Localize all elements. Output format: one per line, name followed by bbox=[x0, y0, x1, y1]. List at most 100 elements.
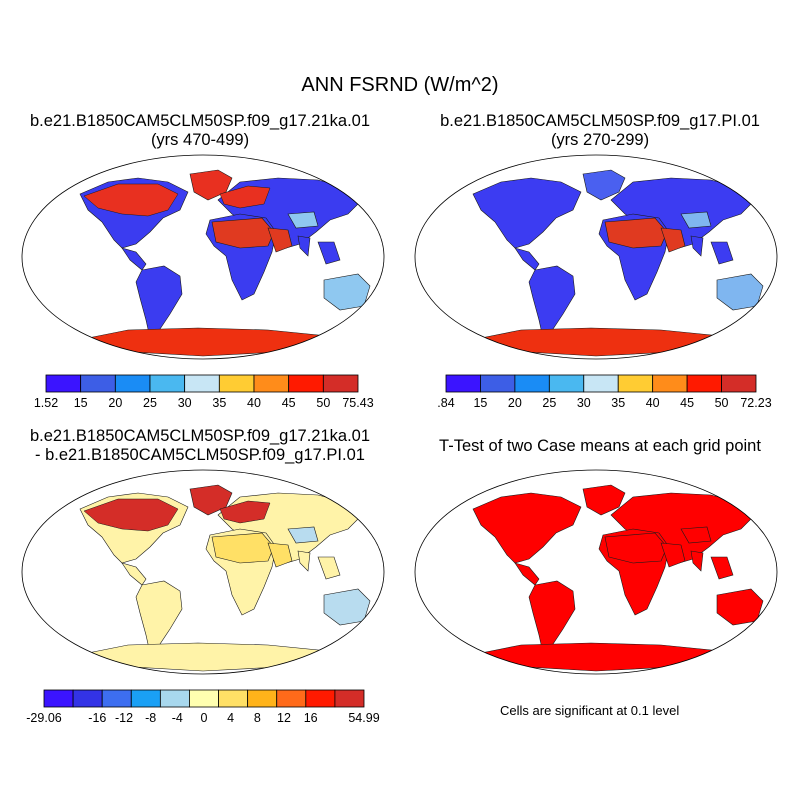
map-outline bbox=[414, 469, 778, 675]
figure-title: ANN FSRND (W/m^2) bbox=[301, 74, 499, 96]
colorbar-swatch bbox=[288, 374, 324, 393]
colorbar-swatch bbox=[721, 374, 757, 393]
india-region bbox=[690, 235, 704, 257]
colorbar-swatch bbox=[617, 374, 654, 393]
colorbar-tick-label: 8 bbox=[253, 711, 261, 725]
difference-title-line1: b.e21.B1850CAM5CLM50SP.f09_g17.21ka.01 bbox=[29, 427, 371, 445]
colorbar-tick-label: 40 bbox=[247, 396, 261, 410]
colorbar-swatch bbox=[149, 374, 186, 393]
colorbar-swatch bbox=[334, 689, 365, 708]
colorbar-swatch bbox=[253, 374, 290, 393]
map-outline bbox=[21, 469, 385, 675]
ice-sheet-anomaly bbox=[83, 183, 179, 217]
colorbar-swatch bbox=[159, 689, 190, 708]
colorbar-tick-label: -12 bbox=[114, 711, 134, 725]
india-region bbox=[297, 235, 311, 257]
colorbar-swatch bbox=[72, 689, 103, 708]
colorbar-tick-label: 75.43 bbox=[342, 396, 374, 410]
greenland-region bbox=[582, 169, 626, 201]
test-case-colorbar: 1.52 15 20 25 30 35 40 45 50 75.43 bbox=[34, 374, 374, 410]
colorbar-tick-label: 72.23 bbox=[740, 396, 772, 410]
antarctica-region bbox=[480, 642, 722, 672]
india-region bbox=[297, 550, 311, 572]
greenland-region bbox=[582, 484, 626, 516]
map-outline bbox=[21, 154, 385, 360]
colorbar-tick-label: 50 bbox=[316, 396, 331, 410]
control-case-title-line1: b.e21.B1850CAM5CLM50SP.f09_g17.PI.01 bbox=[440, 112, 760, 130]
colorbar-swatch bbox=[305, 689, 336, 708]
colorbar-swatch bbox=[548, 374, 585, 393]
colorbar-tick-label: 30 bbox=[177, 396, 192, 410]
central-america-region bbox=[514, 562, 540, 586]
sahara-region bbox=[604, 532, 668, 564]
difference-map bbox=[18, 467, 388, 677]
difference-map-svg bbox=[21, 469, 385, 675]
colorbar-tick-label: 20 bbox=[108, 396, 123, 410]
colorbar-swatch bbox=[276, 689, 307, 708]
difference-colorbar: -29.06 -16 -12 -8 -4 0 4 8 12 16 54.99 bbox=[26, 689, 380, 725]
colorbar-swatch bbox=[114, 374, 151, 393]
north-america-region bbox=[472, 177, 582, 249]
ttest-map bbox=[411, 467, 781, 677]
ttest-map-svg bbox=[414, 469, 778, 675]
colorbar-swatch bbox=[652, 374, 688, 393]
sahara-region bbox=[211, 532, 275, 564]
colorbar-swatch bbox=[189, 689, 219, 708]
test-case-map bbox=[18, 152, 388, 362]
se-asia-region bbox=[710, 241, 734, 265]
test-case-title: b.e21.B1850CAM5CLM50SP.f09_g17.21ka.01 (… bbox=[0, 112, 400, 150]
colorbar-tick-label: -4 bbox=[171, 711, 183, 725]
map-outline bbox=[414, 154, 778, 360]
colorbar-tick-label: 50 bbox=[714, 396, 729, 410]
colorbar-tick-label: 25 bbox=[542, 396, 557, 410]
control-case-title: b.e21.B1850CAM5CLM50SP.f09_g17.PI.01 (yr… bbox=[400, 112, 800, 150]
colorbar-swatch bbox=[445, 374, 481, 393]
colorbar-tick-label: .84 bbox=[437, 396, 455, 410]
colorbar-tick-label: 15 bbox=[473, 396, 488, 410]
colorbar-tick-label: 30 bbox=[576, 396, 591, 410]
colorbar-tick-label: 35 bbox=[212, 396, 227, 410]
tibet-region bbox=[287, 211, 319, 229]
arabia-region bbox=[267, 227, 293, 253]
india-region bbox=[690, 550, 704, 572]
se-asia-region bbox=[317, 241, 341, 265]
colorbar-tick-label: 25 bbox=[143, 396, 157, 410]
scandinavian-ice-anomaly bbox=[219, 185, 271, 209]
difference-title: b.e21.B1850CAM5CLM50SP.f09_g17.21ka.01 -… bbox=[0, 427, 400, 465]
colorbar-tick-label: 35 bbox=[611, 396, 626, 410]
control-case-colorbar: .84 15 20 25 30 35 40 45 50 72.23 bbox=[437, 374, 772, 410]
significance-note: Cells are significant at 0.1 level bbox=[500, 703, 680, 718]
colorbar-swatch bbox=[43, 689, 74, 708]
colorbar-swatch bbox=[218, 689, 249, 708]
se-asia-region bbox=[317, 556, 341, 580]
arabia-region bbox=[660, 542, 686, 568]
control-case-map-svg bbox=[414, 154, 778, 360]
colorbar-tick-label: 45 bbox=[680, 396, 695, 410]
greenland-region bbox=[189, 484, 233, 516]
test-case-title-line2: (yrs 470-499) bbox=[150, 131, 250, 149]
scandinavian-ice-anomaly bbox=[219, 500, 271, 524]
antarctica-region bbox=[480, 327, 722, 357]
colorbar-tick-label: 54.99 bbox=[348, 711, 380, 725]
colorbar-swatch bbox=[480, 374, 516, 393]
colorbar-tick-label: -8 bbox=[145, 711, 157, 725]
colorbar-tick-label: -16 bbox=[88, 711, 107, 725]
arabia-region bbox=[660, 227, 686, 253]
colorbar-tick-label: -29.06 bbox=[26, 711, 62, 725]
difference-title-line2: - b.e21.B1850CAM5CLM50SP.f09_g17.PI.01 bbox=[35, 446, 365, 464]
colorbar-tick-label: 40 bbox=[645, 396, 660, 410]
colorbar-tick-label: 4 bbox=[227, 711, 235, 725]
colorbar-swatch bbox=[686, 374, 722, 393]
arabia-region bbox=[267, 542, 293, 568]
sahara-region bbox=[604, 217, 668, 249]
ttest-title: T-Test of two Case means at each grid po… bbox=[439, 437, 761, 455]
sahara-region bbox=[211, 217, 275, 249]
colorbar-tick-label: 16 bbox=[303, 711, 318, 725]
colorbar-swatch bbox=[101, 689, 132, 708]
colorbar-tick-label: 1.52 bbox=[33, 396, 59, 410]
colorbar-swatch bbox=[583, 374, 619, 393]
colorbar-swatch bbox=[130, 689, 161, 708]
colorbar-swatch bbox=[184, 374, 220, 393]
colorbar-tick-label: 0 bbox=[200, 711, 208, 725]
colorbar-swatch bbox=[247, 689, 278, 708]
